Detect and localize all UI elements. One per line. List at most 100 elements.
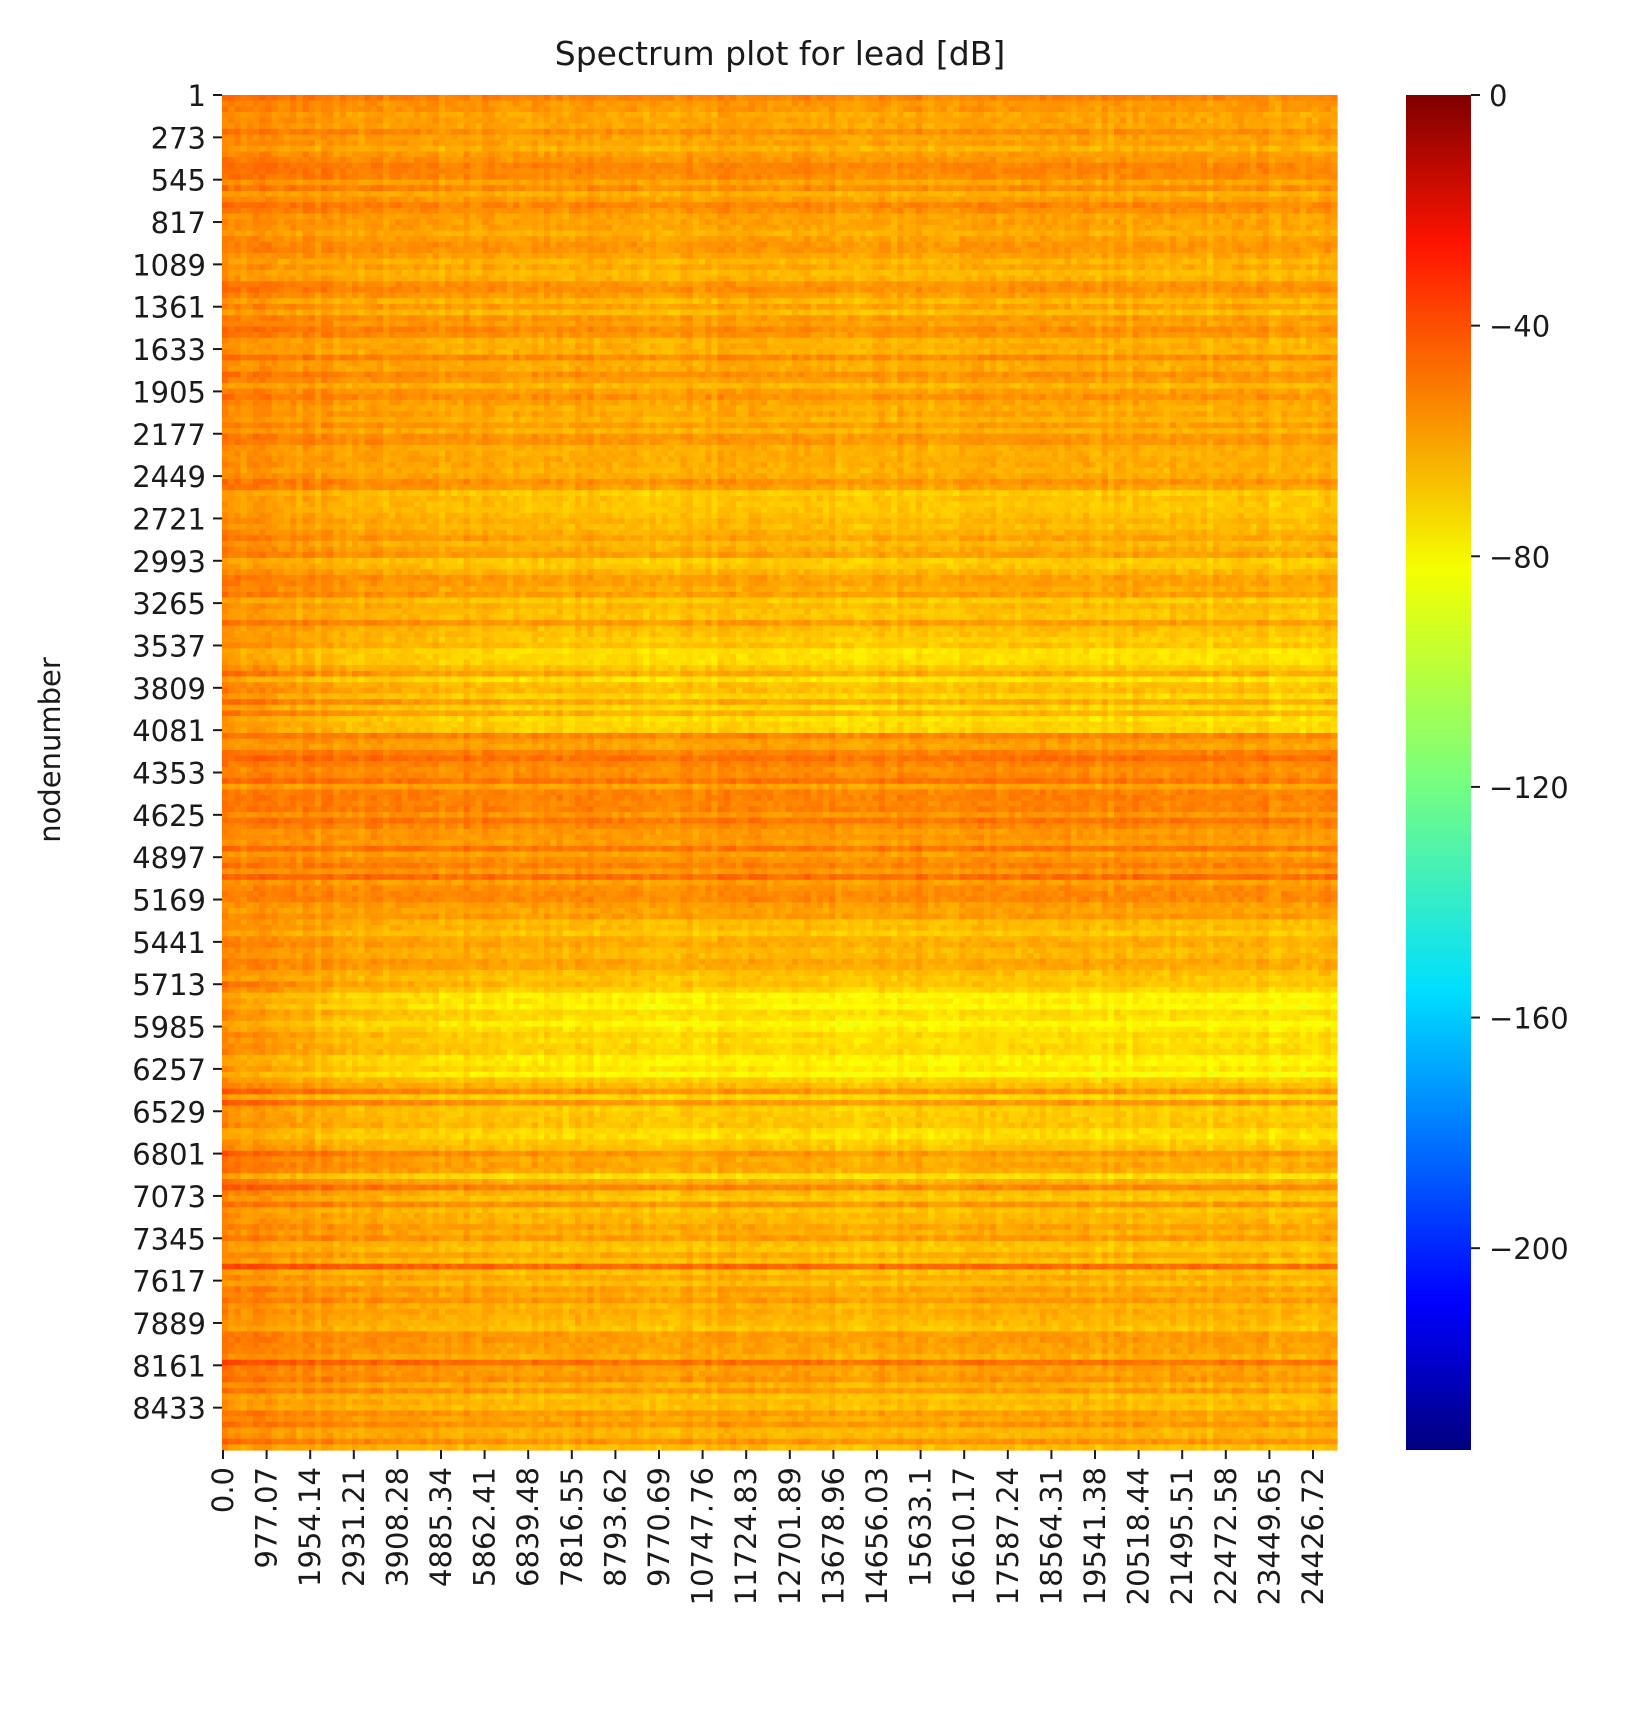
heatmap-cell: [1014, 145, 1022, 153]
heatmap-cell: [1021, 151, 1028, 158]
heatmap-cell: [383, 224, 390, 232]
heatmap-cell: [847, 157, 855, 164]
heatmap-cell: [829, 213, 836, 220]
heatmap-cell: [996, 134, 1004, 141]
heatmap-cell: [259, 140, 266, 147]
heatmap-cell: [698, 157, 706, 164]
heatmap-cell: [736, 111, 743, 119]
heatmap-cell: [1318, 207, 1326, 215]
heatmap-cell: [376, 162, 384, 169]
heatmap-cell: [1169, 202, 1177, 209]
heatmap-cell: [1268, 95, 1276, 102]
heatmap-cell: [686, 157, 694, 164]
heatmap-cell: [1014, 213, 1022, 220]
heatmap-cell: [866, 174, 874, 181]
heatmap-cell: [680, 185, 688, 192]
heatmap-cell: [649, 174, 657, 181]
heatmap-cell: [637, 196, 644, 203]
heatmap-cell: [364, 213, 372, 220]
heatmap-cell: [1039, 207, 1047, 215]
heatmap-cell: [395, 179, 403, 186]
heatmap-cell: [1268, 168, 1276, 175]
heatmap-cell: [934, 213, 942, 220]
heatmap-cell: [785, 95, 793, 102]
heatmap-cell: [525, 157, 533, 164]
heatmap-cell: [1262, 213, 1270, 220]
heatmap-cell: [1213, 157, 1220, 164]
heatmap-cell: [884, 123, 892, 130]
heatmap-cell: [1293, 128, 1301, 136]
heatmap-cell: [661, 100, 669, 107]
heatmap-cell: [277, 213, 285, 220]
heatmap-cell: [952, 162, 960, 169]
heatmap-cell: [451, 128, 458, 136]
heatmap-cell: [556, 247, 564, 254]
heatmap-cell: [878, 213, 886, 220]
heatmap-cell: [1138, 145, 1146, 153]
heatmap-cell: [1281, 213, 1289, 220]
heatmap-cell: [333, 134, 341, 141]
heatmap-cell: [971, 207, 979, 215]
heatmap-cell: [1107, 179, 1115, 186]
heatmap-cell: [321, 168, 328, 175]
heatmap-cell: [1008, 230, 1016, 237]
heatmap-cell: [352, 224, 359, 232]
heatmap-cell: [754, 95, 762, 102]
heatmap-cell: [1144, 213, 1152, 220]
heatmap-cell: [1194, 111, 1202, 119]
heatmap-cell: [568, 168, 576, 175]
heatmap-cell: [296, 134, 304, 141]
heatmap-cell: [637, 224, 644, 232]
heatmap-cell: [829, 219, 836, 226]
heatmap-cell: [358, 128, 366, 136]
heatmap-cell: [321, 219, 328, 226]
heatmap-cell: [1293, 140, 1301, 147]
heatmap-cell: [482, 134, 489, 141]
heatmap-cell: [1120, 168, 1127, 175]
heatmap-cell: [903, 157, 911, 164]
heatmap-cell: [1281, 111, 1289, 119]
heatmap-cell: [940, 241, 948, 249]
heatmap-cell: [525, 151, 533, 158]
heatmap-cell: [451, 196, 458, 203]
heatmap-cell: [946, 219, 954, 226]
heatmap-cell: [271, 151, 279, 158]
heatmap-cell: [1312, 168, 1320, 175]
heatmap-cell: [550, 213, 558, 220]
heatmap-cell: [977, 100, 985, 107]
heatmap-cell: [606, 174, 613, 181]
heatmap-cell: [1114, 224, 1121, 232]
heatmap-cell: [971, 140, 979, 147]
heatmap-cell: [1175, 202, 1183, 209]
heatmap-cell: [779, 123, 787, 130]
heatmap-cell: [1138, 179, 1146, 186]
heatmap-cell: [760, 224, 768, 232]
heatmap-cell: [302, 202, 310, 209]
heatmap-cell: [513, 196, 520, 203]
heatmap-cell: [946, 224, 954, 232]
heatmap-cell: [1194, 134, 1202, 141]
heatmap-cell: [1089, 140, 1097, 147]
heatmap-cell: [475, 213, 483, 220]
heatmap-cell: [321, 100, 328, 107]
heatmap-cell: [475, 95, 483, 102]
heatmap-cell: [482, 247, 489, 254]
heatmap-cell: [587, 157, 595, 164]
heatmap-cell: [878, 140, 886, 147]
heatmap-cell: [314, 224, 322, 232]
heatmap-cell: [432, 117, 440, 124]
heatmap-cell: [1101, 190, 1109, 198]
heatmap-cell: [575, 207, 582, 215]
heatmap-cell: [1169, 174, 1177, 181]
heatmap-cell: [1076, 128, 1084, 136]
heatmap-cell: [531, 185, 539, 192]
heatmap-cell: [822, 196, 830, 203]
heatmap-cell: [891, 179, 898, 186]
heatmap-cell: [649, 179, 657, 186]
heatmap-cell: [990, 111, 997, 119]
heatmap-cell: [525, 224, 533, 232]
heatmap-cell: [1089, 202, 1097, 209]
heatmap-cell: [401, 123, 409, 130]
heatmap-cell: [1244, 202, 1251, 209]
heatmap-cell: [308, 151, 316, 158]
